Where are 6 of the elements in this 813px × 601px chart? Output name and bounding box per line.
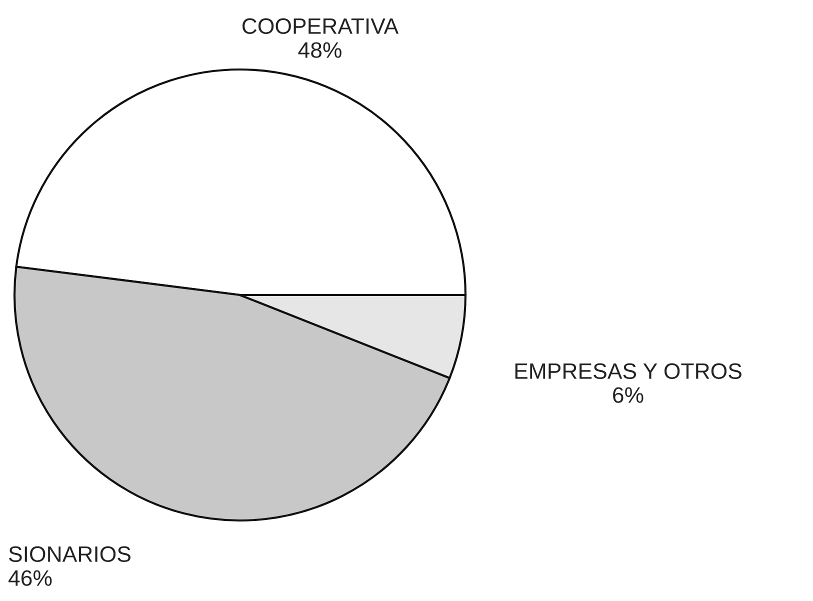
data-label: 46%	[8, 570, 52, 586]
slice-label: COOPERATIVA	[242, 18, 399, 34]
slice-label: SIONARIOS	[9, 546, 130, 562]
slice-label: EMPRESAS Y OTROS	[515, 363, 742, 379]
data-label: 48%	[298, 42, 342, 58]
data-label: 6%	[613, 387, 644, 403]
